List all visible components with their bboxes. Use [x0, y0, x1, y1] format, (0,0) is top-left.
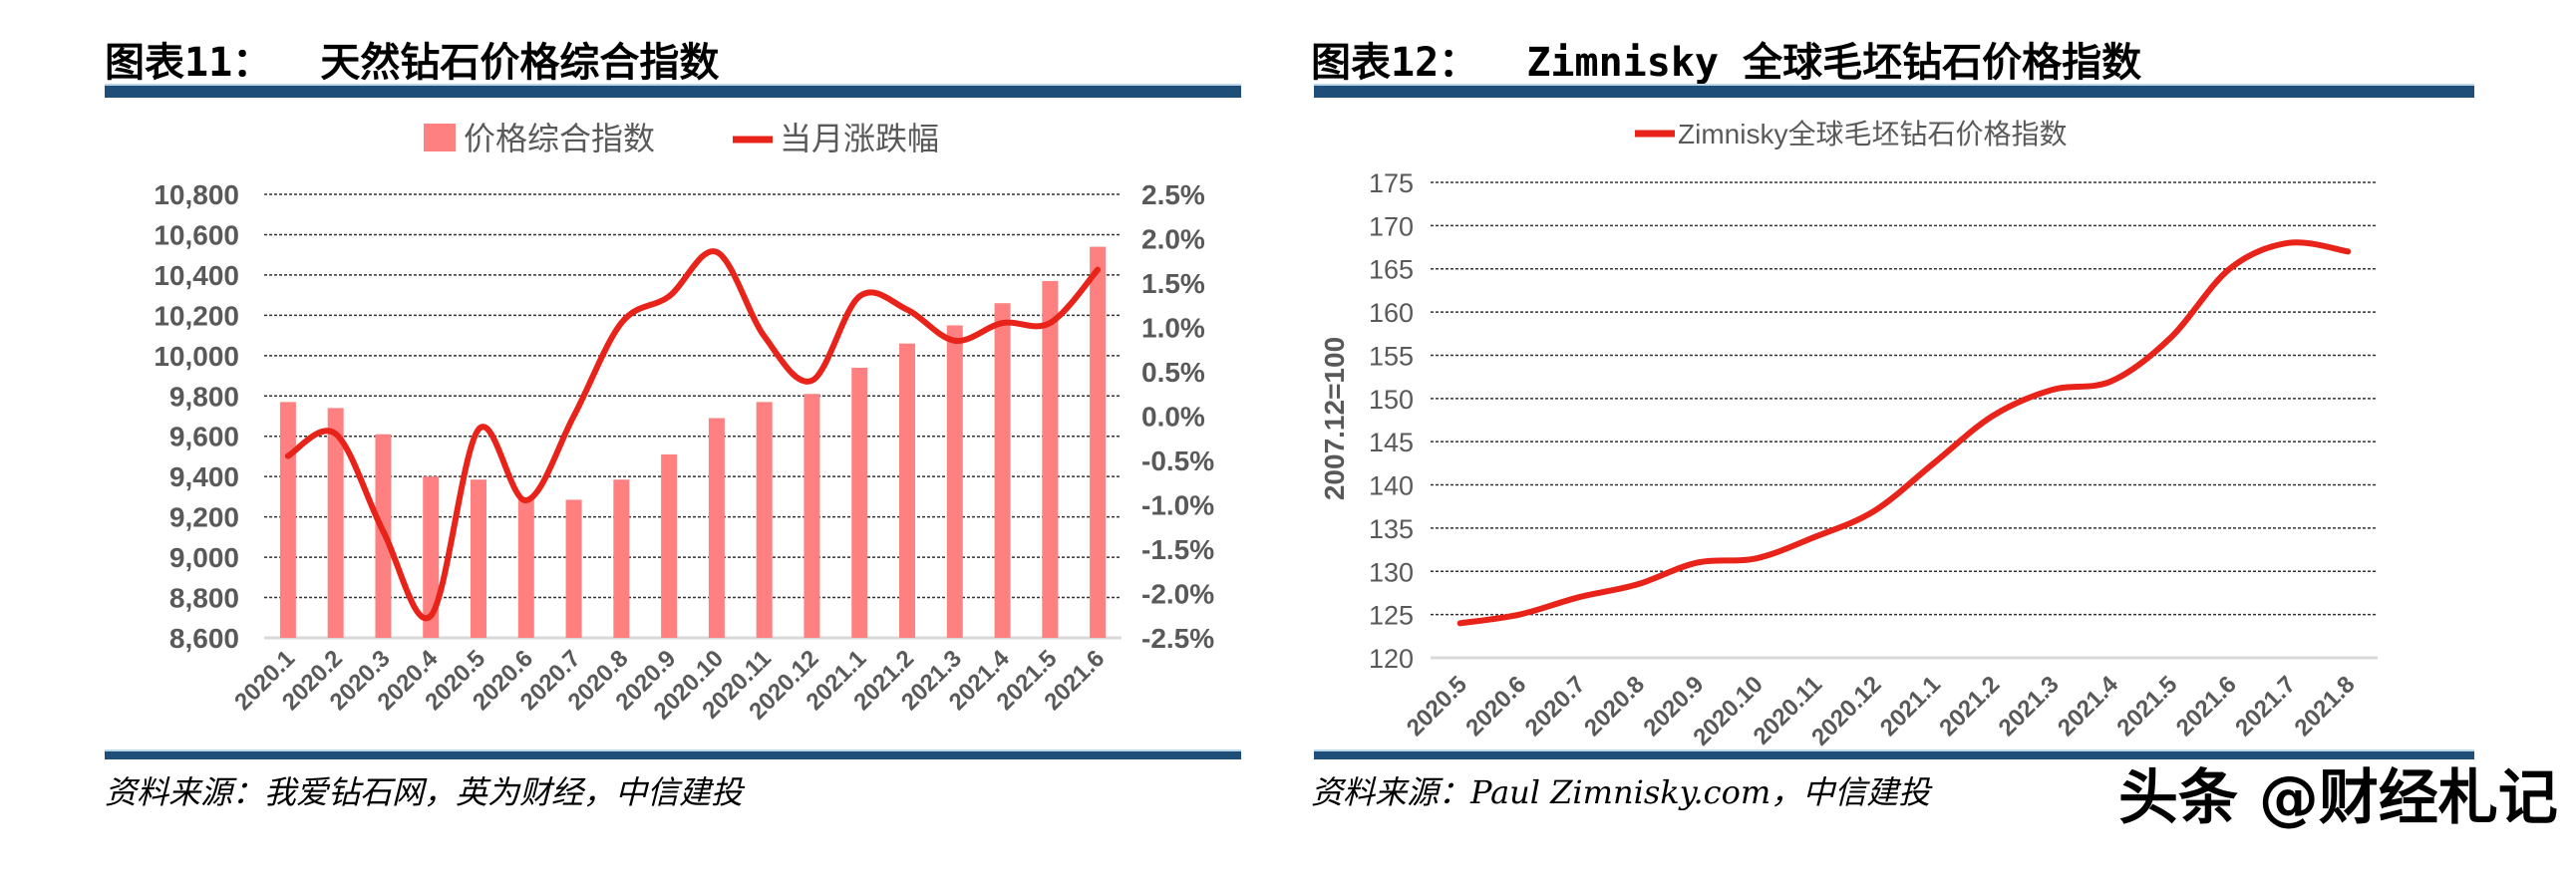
- y-tick-label: 10,600: [154, 219, 239, 250]
- x-tick-label: 2021.4: [2053, 671, 2123, 742]
- x-tick-label: 2021.3: [1994, 671, 2065, 742]
- y2-tick-label: 1.0%: [1141, 313, 1205, 344]
- x-tick-label: 2021.6: [2171, 671, 2242, 742]
- y-tick-label: 125: [1369, 601, 1414, 631]
- x-tick-label: 2020.5: [1402, 671, 1472, 742]
- y-tick-label: 170: [1369, 211, 1414, 241]
- bar: [613, 479, 630, 638]
- y2-tick-label: -2.5%: [1141, 623, 1214, 654]
- y-tick-label: 10,200: [154, 300, 239, 331]
- y-tick-label: 9,800: [169, 381, 239, 412]
- right-title-rule: [1314, 84, 2474, 98]
- bar: [565, 499, 582, 638]
- y-tick-label: 140: [1369, 471, 1414, 501]
- bar: [471, 479, 486, 638]
- x-tick-label: 2021.8: [2290, 671, 2361, 742]
- bar: [279, 402, 296, 638]
- y2-tick-label: 2.0%: [1141, 224, 1205, 255]
- bar: [327, 408, 344, 638]
- y2-tick-label: -1.0%: [1141, 490, 1214, 521]
- right-footer-rule: [1314, 749, 2474, 759]
- y-tick-label: 145: [1369, 428, 1414, 457]
- y-tick-label: 155: [1369, 341, 1414, 371]
- bar: [423, 476, 440, 638]
- line-series-monthly-change: [284, 248, 1102, 622]
- x-tick-label: 2021.5: [2111, 671, 2182, 742]
- y-tick-label: 9,400: [169, 461, 239, 492]
- y2-tick-label: -2.0%: [1141, 579, 1214, 610]
- x-tick-label: 2021.2: [1934, 671, 2005, 742]
- y2-tick-label: 0.0%: [1141, 402, 1205, 433]
- y-tick-label: 120: [1369, 644, 1414, 674]
- legend-swatch-bar: [424, 124, 456, 151]
- x-tick-label: 2020.8: [1579, 671, 1650, 742]
- left-chart-title: 图表11： 天然钻石价格综合指数: [105, 40, 720, 86]
- bar: [1090, 246, 1107, 638]
- y-tick-label: 10,800: [154, 179, 239, 210]
- y-tick-label: 165: [1369, 255, 1414, 285]
- right-source: 资料来源：Paul Zimnisky.com，中信建投: [1311, 773, 1931, 811]
- left-footer-rule: [105, 749, 1241, 759]
- y2-tick-label: 2.5%: [1141, 179, 1205, 210]
- bar: [899, 343, 915, 638]
- legend-label: 价格综合指数: [464, 121, 655, 156]
- y-tick-label: 9,000: [169, 542, 239, 573]
- x-tick-label: 2020.6: [1460, 671, 1531, 742]
- y-tick-label: 8,800: [169, 583, 239, 614]
- bar: [708, 418, 725, 638]
- y-tick-label: 175: [1369, 168, 1414, 198]
- line-series-zimnisky-index: [1456, 239, 2352, 627]
- y2-tick-label: -0.5%: [1141, 446, 1214, 476]
- bar: [756, 402, 773, 638]
- y2-tick-label: 0.5%: [1141, 357, 1205, 388]
- x-tick-label: 2021.1: [1875, 671, 1946, 742]
- y-tick-label: 150: [1369, 385, 1414, 415]
- left-source: 资料来源：我爱钻石网，英为财经，中信建投: [105, 773, 744, 811]
- x-tick-label: 2020.7: [1520, 671, 1591, 742]
- bar: [517, 498, 534, 638]
- bar: [946, 325, 963, 638]
- y-tick-label: 9,200: [169, 502, 239, 533]
- x-tick-label: 2021.7: [2230, 671, 2301, 742]
- watermark: 头条 @财经札记: [2118, 763, 2558, 833]
- legend-label: 当月涨跌幅: [780, 121, 939, 156]
- y2-tick-label: 1.5%: [1141, 268, 1205, 299]
- y2-tick-label: -1.5%: [1141, 534, 1214, 565]
- bar: [804, 394, 820, 638]
- legend-label: Zimnisky全球毛坯钻石价格指数: [1678, 119, 2067, 149]
- y-tick-label: 10,400: [154, 260, 239, 291]
- y-tick-label: 8,600: [169, 623, 239, 654]
- y-tick-label: 9,600: [169, 422, 239, 452]
- bar: [994, 303, 1011, 638]
- y-tick-label: 10,000: [154, 341, 239, 372]
- y-tick-label: 135: [1369, 514, 1414, 544]
- y-axis-title: 2007.12=100: [1319, 337, 1350, 500]
- y-tick-label: 160: [1369, 298, 1414, 328]
- bar: [661, 453, 678, 638]
- y-tick-label: 130: [1369, 557, 1414, 587]
- right-chart-title: 图表12： Zimnisky 全球毛坯钻石价格指数: [1311, 40, 2142, 86]
- left-title-rule: [105, 84, 1241, 98]
- bar: [851, 367, 868, 638]
- bar: [1042, 280, 1059, 638]
